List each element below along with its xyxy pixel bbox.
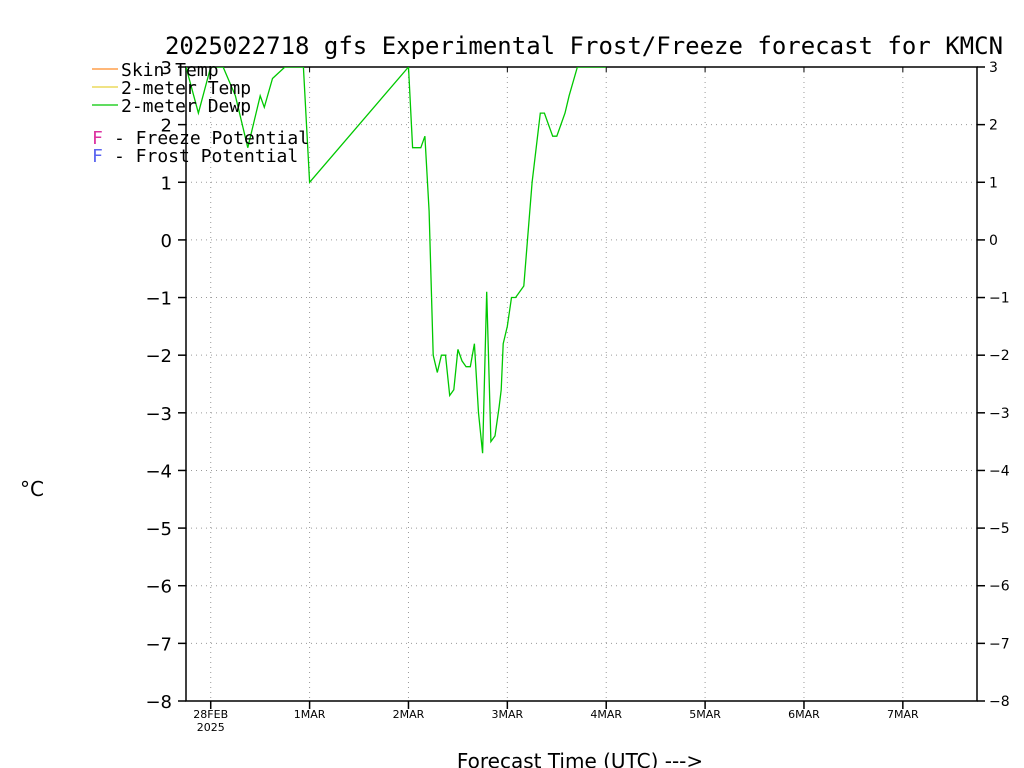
- y-tick-label-left: −6: [145, 577, 172, 598]
- y-tick-label-left: −2: [145, 346, 172, 367]
- series-layer: [186, 67, 607, 454]
- x-tick-label: 6MAR: [788, 708, 820, 721]
- y-tick-label-left: −4: [145, 461, 172, 482]
- y-tick-label-right: −4: [989, 463, 1010, 479]
- y-tick-label-right: 0: [989, 233, 998, 249]
- y-axis: 3 3 2 2 1 1 0 0 −1 −1 −2 −2 −3 −3 −4 −4 −5 −5 −6 −6 −7 −7 −8 −8: [145, 58, 1009, 713]
- y-tick-label-left: 2: [161, 116, 172, 137]
- x-tick-label: 7MAR: [887, 708, 919, 721]
- grid-lines: [186, 67, 977, 701]
- y-tick-label-right: −1: [989, 291, 1010, 307]
- y-tick-label-right: −7: [989, 636, 1010, 652]
- legend-label: Skin Temp: [121, 60, 219, 81]
- y-tick-label-left: 0: [161, 231, 172, 252]
- y-tick-label-left: −3: [145, 404, 172, 425]
- chart-title: 2025022718 gfs Experimental Frost/Freeze…: [165, 32, 1003, 60]
- series-line-dewpoint: [186, 67, 607, 454]
- legend-potential-label: - Frost Potential: [114, 146, 298, 167]
- plot-frame: [185, 66, 978, 702]
- y-tick-label-right: 1: [989, 175, 998, 191]
- x-tick-label: 2MAR: [393, 708, 425, 721]
- y-tick-label-left: −7: [145, 634, 172, 655]
- legend-potential-label: - Freeze Potential: [114, 128, 309, 149]
- x-tick-label: 28FEB: [193, 708, 228, 721]
- legend-potential-marker: F: [92, 146, 103, 167]
- y-tick-label-left: 3: [161, 58, 172, 79]
- x-tick-label: 5MAR: [689, 708, 721, 721]
- x-tick-sublabel: 2025: [197, 721, 225, 734]
- y-tick-label-right: −2: [989, 348, 1010, 364]
- legend-label: 2-meter Temp: [121, 78, 251, 99]
- legend-potential-marker: F: [92, 128, 103, 149]
- x-axis-label: Forecast Time (UTC) --->: [457, 749, 703, 768]
- y-tick-label-right: 2: [989, 118, 998, 134]
- y-tick-label-right: −5: [989, 521, 1010, 537]
- y-tick-label-left: −5: [145, 519, 172, 540]
- legend-label: 2-meter Dewp: [121, 96, 251, 117]
- y-tick-label-left: −1: [145, 289, 172, 310]
- y-tick-label-left: −8: [145, 692, 172, 713]
- y-axis-label: °C: [20, 477, 44, 501]
- y-tick-label-right: −3: [989, 406, 1010, 422]
- x-tick-label: 3MAR: [492, 708, 524, 721]
- y-tick-label-right: −8: [989, 694, 1010, 710]
- y-tick-label-left: 1: [161, 173, 172, 194]
- y-tick-label-right: −6: [989, 579, 1010, 595]
- y-tick-label-right: 3: [989, 60, 998, 76]
- x-tick-label: 1MAR: [294, 708, 326, 721]
- x-tick-label: 4MAR: [590, 708, 622, 721]
